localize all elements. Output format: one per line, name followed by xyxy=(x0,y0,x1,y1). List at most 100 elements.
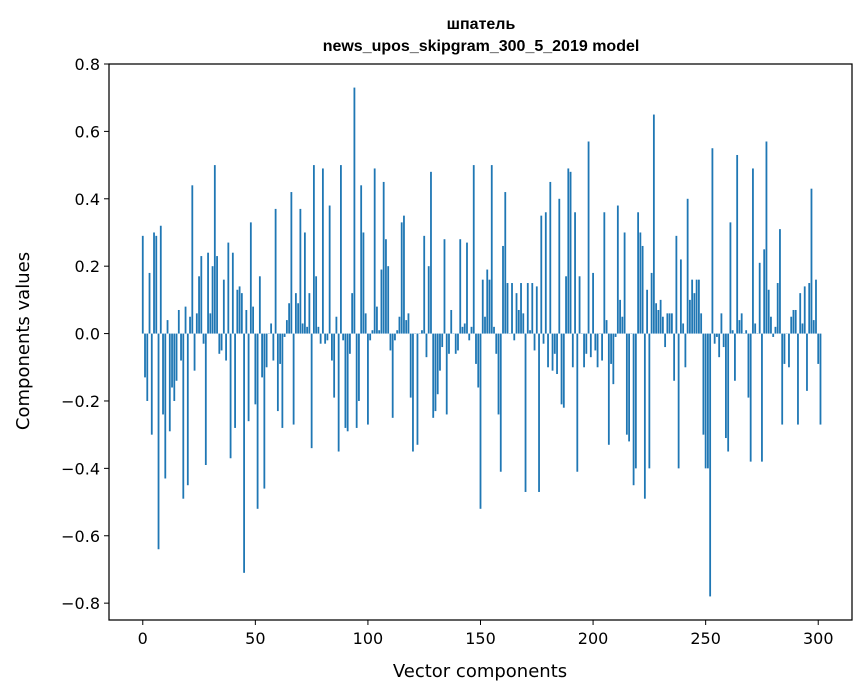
bar xyxy=(299,208,302,334)
bar xyxy=(542,333,545,344)
bar xyxy=(385,239,387,334)
bar xyxy=(484,316,486,334)
bar xyxy=(770,316,772,334)
bar xyxy=(720,313,723,334)
bar xyxy=(517,309,520,334)
bar xyxy=(400,222,403,334)
bar xyxy=(301,323,304,334)
bar xyxy=(376,306,378,334)
bar xyxy=(571,333,574,368)
bar xyxy=(459,239,462,334)
bar xyxy=(258,276,261,334)
bar xyxy=(639,232,642,334)
bar xyxy=(490,165,493,334)
bar xyxy=(637,212,640,334)
bar xyxy=(499,333,502,472)
bar xyxy=(682,323,685,334)
bar xyxy=(202,333,205,344)
bar xyxy=(553,333,556,354)
bar xyxy=(373,168,376,334)
bar xyxy=(177,309,180,334)
bar xyxy=(159,225,162,334)
bar xyxy=(686,198,689,334)
bar xyxy=(321,168,324,334)
bar xyxy=(362,232,365,334)
bar xyxy=(389,333,392,351)
bar xyxy=(670,313,673,334)
bar xyxy=(659,299,662,334)
bar xyxy=(526,283,529,334)
bar xyxy=(576,333,579,472)
bar xyxy=(274,208,277,334)
bar xyxy=(387,266,390,334)
bar xyxy=(538,333,540,492)
bar xyxy=(747,333,750,398)
bar xyxy=(333,333,336,398)
bar xyxy=(725,333,727,439)
bar xyxy=(468,333,471,341)
bar xyxy=(776,283,779,334)
bar xyxy=(326,333,329,341)
bar xyxy=(806,333,808,391)
bar xyxy=(718,333,721,358)
bar xyxy=(234,333,236,428)
bar xyxy=(364,313,367,334)
bar xyxy=(788,333,790,368)
bar xyxy=(353,87,356,334)
bar xyxy=(758,262,761,334)
bar xyxy=(191,185,194,334)
bar xyxy=(369,333,372,341)
bar xyxy=(439,333,441,371)
bar xyxy=(396,330,399,334)
bar xyxy=(515,293,518,334)
bar xyxy=(303,232,306,334)
bar xyxy=(475,333,477,364)
bar xyxy=(506,283,509,334)
bar xyxy=(186,333,189,486)
bar xyxy=(765,141,768,334)
bar xyxy=(657,309,660,334)
bar xyxy=(328,205,331,334)
x-tick-label: 250 xyxy=(690,629,721,648)
bar xyxy=(556,333,558,375)
bar xyxy=(477,333,480,388)
bar xyxy=(213,165,216,334)
bar xyxy=(416,333,419,445)
bar xyxy=(607,333,610,445)
bar xyxy=(153,232,155,334)
x-tick-label: 200 xyxy=(578,629,609,648)
bar xyxy=(198,276,200,334)
bar xyxy=(650,272,653,334)
bar xyxy=(488,279,491,334)
bar xyxy=(761,333,763,462)
bar xyxy=(614,333,617,337)
bar xyxy=(815,279,817,334)
bar xyxy=(664,333,667,348)
bar xyxy=(772,333,775,337)
bar xyxy=(551,333,554,371)
bar xyxy=(342,333,345,341)
bar xyxy=(578,276,581,334)
bar xyxy=(603,212,606,334)
x-axis-label: Vector components xyxy=(393,661,567,682)
bar xyxy=(688,299,691,334)
bar xyxy=(779,229,781,334)
bar xyxy=(666,313,669,334)
chart-title-line1: шпатель xyxy=(447,16,516,33)
bar xyxy=(360,185,363,334)
bar xyxy=(378,330,381,334)
bar xyxy=(479,333,482,509)
bar xyxy=(141,235,144,334)
bar xyxy=(524,333,527,492)
bar xyxy=(308,293,311,334)
bar xyxy=(790,316,793,334)
bar xyxy=(763,249,766,334)
bar xyxy=(171,333,173,388)
bar xyxy=(702,333,705,435)
bar xyxy=(148,272,151,334)
bar xyxy=(421,330,423,334)
bar xyxy=(767,289,770,334)
bar xyxy=(243,333,245,573)
bar xyxy=(632,333,635,486)
bar xyxy=(799,293,802,334)
